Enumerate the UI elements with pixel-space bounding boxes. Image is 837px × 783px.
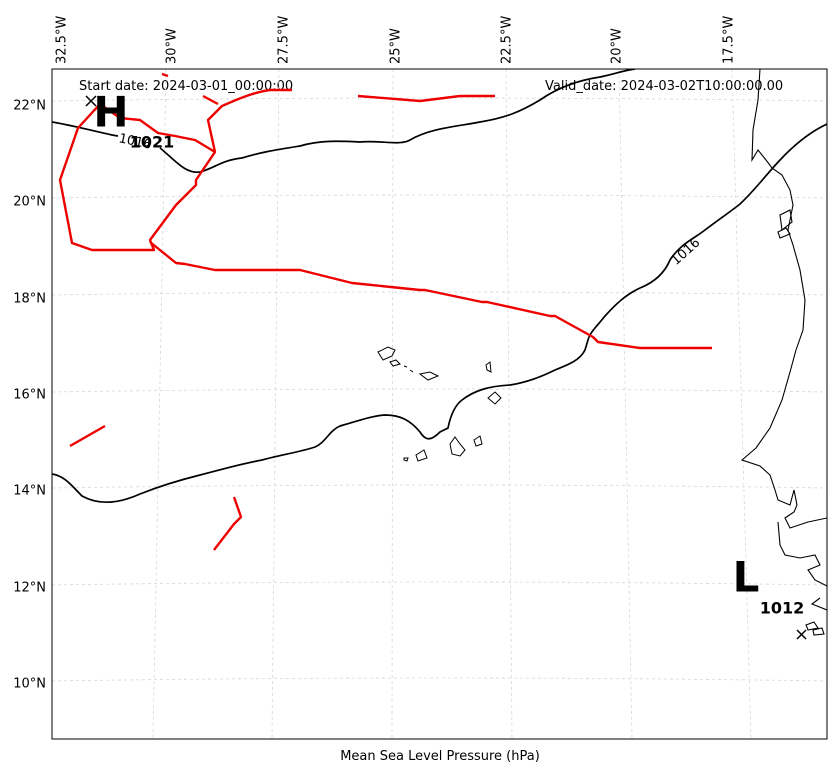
isobars <box>52 69 827 503</box>
island <box>449 436 466 457</box>
map-frame <box>51 68 828 740</box>
island <box>403 365 408 368</box>
lat-gridline <box>52 388 827 393</box>
contour-label: 1016 <box>117 131 152 153</box>
x-axis-label: Mean Sea Level Pressure (hPa) <box>340 749 540 764</box>
lon-tick-label: 20°W <box>610 28 625 64</box>
canary-island <box>777 227 791 239</box>
canary-island <box>779 209 793 232</box>
africa-coast <box>740 69 827 529</box>
low-pressure-letter: L <box>733 553 760 602</box>
lon-tick-label: 27.5°W <box>277 16 292 64</box>
front-top <box>202 94 219 106</box>
front-top <box>357 94 495 103</box>
lat-gridline <box>52 194 827 199</box>
lat-tick-label: 10°N <box>13 677 46 692</box>
lon-gridline <box>152 69 167 739</box>
lat-tick-label: 18°N <box>13 292 46 307</box>
low-pressure-value: 1012 <box>760 599 805 618</box>
lat-tick-label: 22°N <box>13 99 46 114</box>
lat-axis: 22°N 20°N 18°N 16°N 14°N 12°N 10°N <box>13 99 46 692</box>
lon-gridline <box>618 69 633 739</box>
front-main <box>99 103 216 154</box>
lat-tick-label: 20°N <box>13 195 46 210</box>
front-segment <box>69 424 106 448</box>
lon-axis: 32.5°W 30°W 27.5°W 25°W 22.5°W 20°W 17.5… <box>55 16 737 64</box>
contour-label: 1016 <box>669 235 704 268</box>
start-date: Start date: 2024-03-01_00:00:00 <box>79 79 293 94</box>
island <box>485 361 492 373</box>
bissagos-island <box>812 627 825 636</box>
lon-tick-label: 30°W <box>165 28 180 64</box>
lon-tick-label: 25°W <box>389 28 404 64</box>
high-pressure-letter: H <box>93 88 128 137</box>
island <box>418 371 440 381</box>
lat-tick-label: 14°N <box>13 484 46 499</box>
isobar-north <box>52 69 636 173</box>
front-top <box>161 72 169 78</box>
bissagos-island <box>805 621 819 631</box>
island <box>487 391 502 405</box>
island <box>473 435 483 447</box>
island <box>389 359 401 367</box>
fronts <box>58 72 712 551</box>
lat-gridline <box>52 291 827 296</box>
graticule <box>52 69 827 739</box>
lat-gridline <box>52 581 827 586</box>
lat-gridline <box>52 484 827 489</box>
lat-tick-label: 16°N <box>13 388 46 403</box>
island <box>377 346 396 361</box>
lon-tick-label: 22.5°W <box>500 16 515 64</box>
lon-gridline <box>391 69 394 739</box>
africa-coast <box>810 597 827 611</box>
lon-gridline <box>505 69 513 739</box>
cape-verde-islands <box>377 346 502 462</box>
valid-date: Valid_date: 2024-03-02T10:00:00.00 <box>545 79 783 94</box>
lat-gridline <box>52 97 827 102</box>
front-main <box>58 88 292 252</box>
isobar-south <box>52 123 827 503</box>
front-main <box>149 241 712 350</box>
lat-gridline <box>52 677 827 682</box>
lat-tick-label: 12°N <box>13 581 46 596</box>
lon-tick-label: 32.5°W <box>55 16 70 64</box>
lon-gridline <box>731 69 752 739</box>
lon-tick-label: 17.5°W <box>722 16 737 64</box>
island <box>409 369 414 373</box>
center-marker-high <box>85 95 97 107</box>
center-marker-low <box>796 629 807 640</box>
front-segment <box>213 496 243 551</box>
island <box>403 457 409 462</box>
africa-coast <box>777 521 827 587</box>
lon-gridline <box>271 69 280 739</box>
island <box>415 449 428 462</box>
coastline <box>740 69 827 636</box>
high-pressure-value: 1021 <box>130 133 175 152</box>
